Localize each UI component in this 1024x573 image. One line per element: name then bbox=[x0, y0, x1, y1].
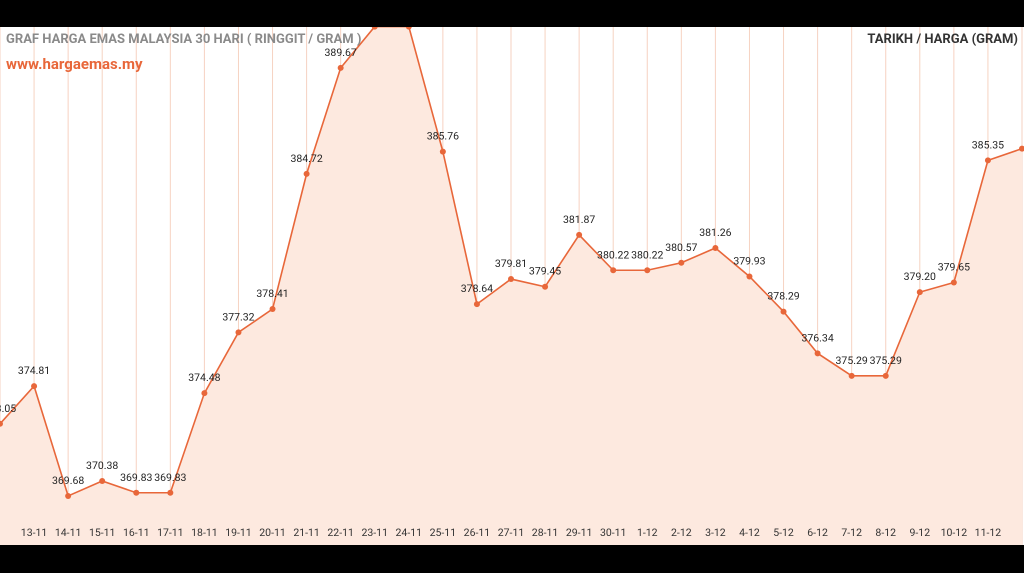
value-label: 380.22 bbox=[631, 248, 663, 261]
value-label: 379.65 bbox=[938, 260, 970, 273]
point bbox=[508, 276, 514, 283]
x-tick-label: 10-12 bbox=[941, 526, 968, 539]
point bbox=[780, 308, 787, 315]
x-tick-label: 27-11 bbox=[498, 526, 525, 539]
point bbox=[916, 289, 923, 296]
point bbox=[303, 170, 310, 177]
x-tick-label: 16-11 bbox=[123, 526, 150, 539]
value-label: 379.20 bbox=[904, 270, 936, 283]
x-tick-label: 28-11 bbox=[532, 526, 559, 539]
point bbox=[0, 420, 3, 427]
value-label: 385.35 bbox=[972, 138, 1004, 151]
point bbox=[201, 390, 208, 397]
x-tick-label: 17-11 bbox=[157, 526, 184, 539]
x-tick-label: 30-11 bbox=[600, 526, 627, 539]
x-tick-label: 1-12 bbox=[637, 526, 658, 539]
x-tick-label: 26-11 bbox=[464, 526, 491, 539]
point bbox=[405, 27, 412, 30]
x-tick-label: 21-11 bbox=[293, 526, 320, 539]
x-tick-label: 14-11 bbox=[55, 526, 82, 539]
point bbox=[337, 64, 344, 71]
x-tick-label: 23-11 bbox=[361, 526, 388, 539]
x-tick-label: 5-12 bbox=[773, 526, 794, 539]
x-tick-label: 13-11 bbox=[21, 526, 48, 539]
point bbox=[31, 383, 38, 390]
marks bbox=[0, 27, 1024, 545]
value-label: 384.72 bbox=[290, 152, 322, 165]
x-tick-label: 25-11 bbox=[430, 526, 457, 539]
value-label: 381.26 bbox=[699, 226, 731, 239]
value-label: 378.41 bbox=[256, 287, 288, 300]
value-label: 374.81 bbox=[18, 364, 50, 377]
value-label: 385.76 bbox=[427, 130, 459, 143]
point bbox=[576, 231, 583, 238]
value-label: 381.87 bbox=[563, 213, 595, 226]
value-label: 370.38 bbox=[86, 459, 118, 472]
point bbox=[950, 279, 957, 286]
x-tick-label: 15-11 bbox=[89, 526, 116, 539]
value-label: 379.45 bbox=[529, 265, 561, 278]
point bbox=[712, 244, 719, 251]
value-label: 375.29 bbox=[836, 354, 868, 367]
x-tick-label: 19-11 bbox=[225, 526, 252, 539]
value-label: 373.05 bbox=[0, 402, 16, 415]
value-label: 377.32 bbox=[222, 310, 254, 323]
x-tick-label: 7-12 bbox=[841, 526, 862, 539]
value-label: 378.29 bbox=[767, 290, 799, 303]
x-tick-label: 22-11 bbox=[327, 526, 354, 539]
x-tick-label: 2-12 bbox=[671, 526, 692, 539]
point bbox=[1019, 145, 1024, 152]
x-tick-label: 6-12 bbox=[807, 526, 828, 539]
point bbox=[167, 489, 174, 496]
value-label: 376.34 bbox=[801, 331, 833, 344]
value-label: 375.29 bbox=[870, 354, 902, 367]
value-label: 374.48 bbox=[188, 371, 220, 384]
point bbox=[644, 267, 651, 274]
x-tick-label: 20-11 bbox=[259, 526, 286, 539]
x-tick-label: 11-12 bbox=[975, 526, 1002, 539]
point bbox=[814, 350, 821, 357]
x-tick-label: 29-11 bbox=[566, 526, 593, 539]
value-label: 369.68 bbox=[52, 474, 84, 487]
value-label: 389.67 bbox=[325, 46, 357, 59]
x-tick-label: 9-12 bbox=[909, 526, 930, 539]
point bbox=[542, 283, 549, 290]
point bbox=[746, 273, 753, 280]
point bbox=[65, 492, 72, 499]
value-label: 369.83 bbox=[154, 471, 186, 484]
area bbox=[0, 27, 1022, 545]
x-tick-label: 24-11 bbox=[396, 526, 423, 539]
value-label: 369.83 bbox=[120, 471, 152, 484]
point bbox=[848, 372, 855, 379]
chart-title: GRAF HARGA EMAS MALAYSIA 30 HARI ( RINGG… bbox=[6, 32, 361, 47]
point bbox=[610, 267, 617, 274]
point bbox=[235, 329, 242, 336]
point bbox=[99, 477, 106, 484]
point bbox=[882, 372, 889, 379]
point bbox=[371, 27, 378, 30]
value-label: 379.93 bbox=[733, 254, 765, 267]
point bbox=[133, 489, 140, 496]
value-label: 378.64 bbox=[461, 282, 493, 295]
value-label: 379.81 bbox=[495, 257, 527, 270]
point bbox=[269, 306, 276, 313]
point bbox=[984, 157, 991, 164]
legend-label: TARIKH / HARGA (GRAM) bbox=[867, 32, 1018, 47]
point bbox=[439, 148, 446, 155]
point bbox=[678, 259, 685, 266]
value-label: 380.22 bbox=[597, 248, 629, 261]
value-label: 380.57 bbox=[665, 241, 697, 254]
x-tick-label: 3-12 bbox=[705, 526, 726, 539]
x-tick-label: 18-11 bbox=[191, 526, 218, 539]
x-tick-label: 8-12 bbox=[875, 526, 896, 539]
chart-subtitle: www.hargaemas.my bbox=[6, 55, 143, 73]
x-tick-label: 4-12 bbox=[739, 526, 760, 539]
point bbox=[473, 301, 480, 308]
